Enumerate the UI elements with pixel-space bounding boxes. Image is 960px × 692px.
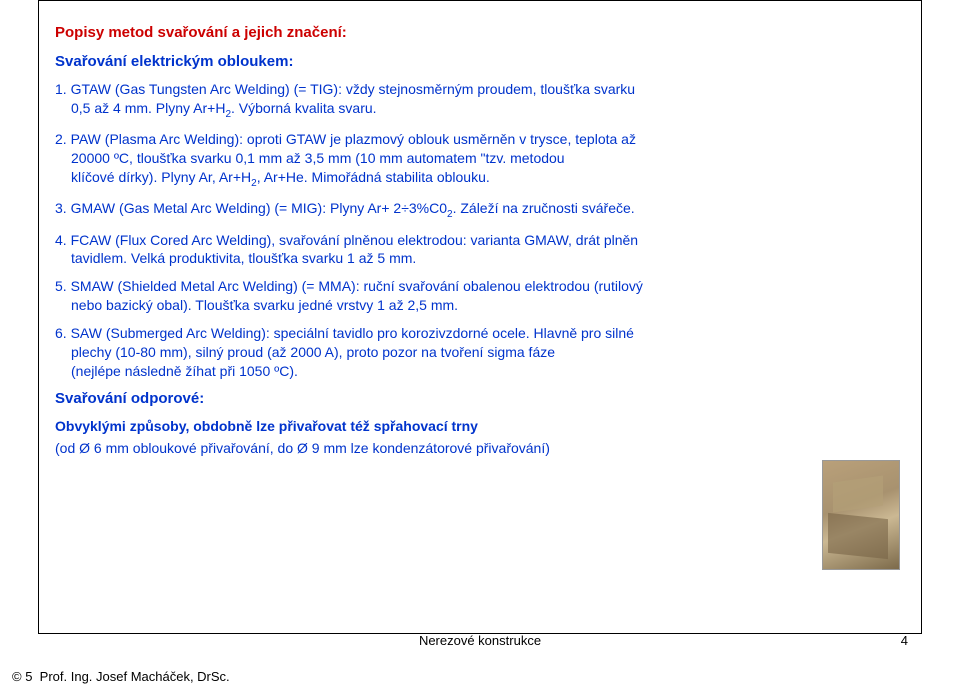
resist-2: (od Ø 6 mm obloukové přivařování, do Ø 9… [55, 439, 905, 458]
item-2: 2. PAW (Plasma Arc Welding): oproti GTAW… [55, 130, 905, 190]
item-6: 6. SAW (Submerged Arc Welding): speciáln… [55, 324, 795, 381]
sub-title-2: Svařování odporové: [55, 390, 905, 407]
item-1: 1. GTAW (Gas Tungsten Arc Welding) (= TI… [55, 80, 905, 121]
content-area: Popisy metod svařování a jejich značení:… [55, 24, 905, 467]
side-photo [822, 460, 900, 570]
item-4: 4. FCAW (Flux Cored Arc Welding), svařov… [55, 231, 905, 269]
footer-center: Nerezové konstrukce 4 [0, 633, 960, 648]
resist-1: Obvyklými způsoby, obdobně lze přivařova… [55, 417, 905, 436]
item-5: 5. SMAW (Shielded Metal Arc Welding) (= … [55, 277, 905, 315]
main-title: Popisy metod svařování a jejich značení: [55, 24, 905, 41]
footer-left: © 5 Prof. Ing. Josef Macháček, DrSc. [12, 669, 230, 684]
page: Popisy metod svařování a jejich značení:… [0, 0, 960, 692]
item-3: 3. GMAW (Gas Metal Arc Welding) (= MIG):… [55, 199, 905, 221]
sub-title-1: Svařování elektrickým obloukem: [55, 53, 905, 70]
